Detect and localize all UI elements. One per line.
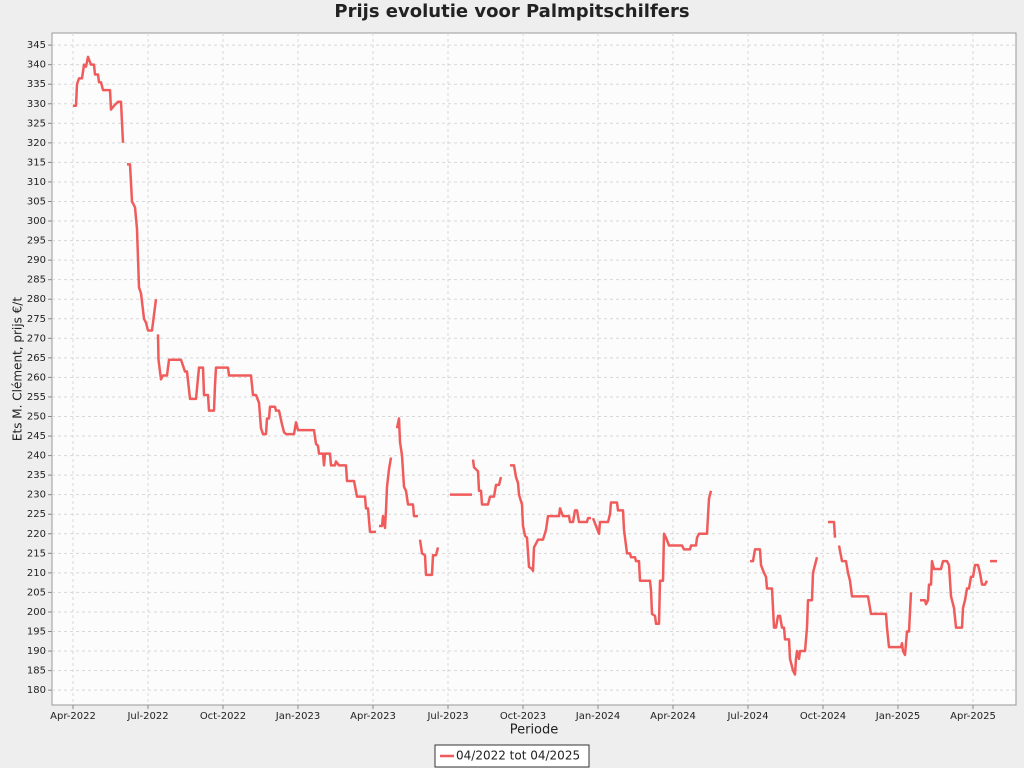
y-tick-label: 240 [27,451,46,462]
y-axis-label: Ets M. Clément, prijs €/t [11,297,25,441]
y-tick-label: 255 [27,392,46,403]
y-tick-label: 205 [27,587,46,598]
x-tick-label: Apr-2025 [950,711,996,722]
y-tick-label: 315 [27,157,46,168]
legend-label: 04/2022 tot 04/2025 [456,749,580,763]
y-tick-label: 180 [27,685,46,696]
x-tick-label: Jul-2022 [126,711,168,722]
data-line [73,55,997,676]
y-tick-label: 345 [27,40,46,51]
y-tick-label: 265 [27,353,46,364]
x-tick-label: Jul-2024 [726,711,768,722]
legend: 04/2022 tot 04/2025 [434,744,590,768]
y-tick-label: 300 [27,216,46,227]
x-tick-label: Apr-2023 [350,711,396,722]
y-tick-label: 270 [27,333,46,344]
y-tick-label: 305 [27,196,46,207]
y-tick-label: 275 [27,314,46,325]
y-tick-label: 200 [27,607,46,618]
y-tick-label: 220 [27,529,46,540]
x-tick-label: Apr-2022 [50,711,96,722]
x-tick-label: Jul-2023 [426,711,468,722]
x-tick-label: Apr-2024 [650,711,696,722]
y-tick-label: 310 [27,177,46,188]
plot-area [51,32,1017,706]
x-tick-label: Jan-2025 [875,711,920,722]
y-tick-label: 190 [27,646,46,657]
y-tick-label: 290 [27,255,46,266]
y-tick-label: 225 [27,509,46,520]
y-tick-label: 250 [27,411,46,422]
y-tick-label: 340 [27,60,46,71]
y-tick-label: 260 [27,372,46,383]
y-tick-label: 280 [27,294,46,305]
x-tick-label: Oct-2024 [800,711,846,722]
x-axis-label: Periode [510,723,559,738]
x-tick-label: Oct-2022 [200,711,246,722]
y-tick-label: 295 [27,236,46,247]
y-tick-label: 185 [27,666,46,677]
y-tick-label: 330 [27,99,46,110]
y-tick-label: 285 [27,275,46,286]
legend-box [434,744,590,768]
y-tick-label: 320 [27,138,46,149]
x-tick-label: Jan-2024 [575,711,620,722]
x-tick-label: Jan-2023 [275,711,320,722]
y-tick-label: 215 [27,548,46,559]
x-tick-label: Oct-2023 [500,711,546,722]
chart-title: Prijs evolutie voor Palmpitschilfers [334,1,689,22]
y-tick-label: 195 [27,627,46,638]
y-tick-label: 210 [27,568,46,579]
y-tick-label: 245 [27,431,46,442]
y-tick-label: 325 [27,118,46,129]
y-tick-label: 235 [27,470,46,481]
y-tick-label: 335 [27,79,46,90]
y-tick-label: 230 [27,490,46,501]
